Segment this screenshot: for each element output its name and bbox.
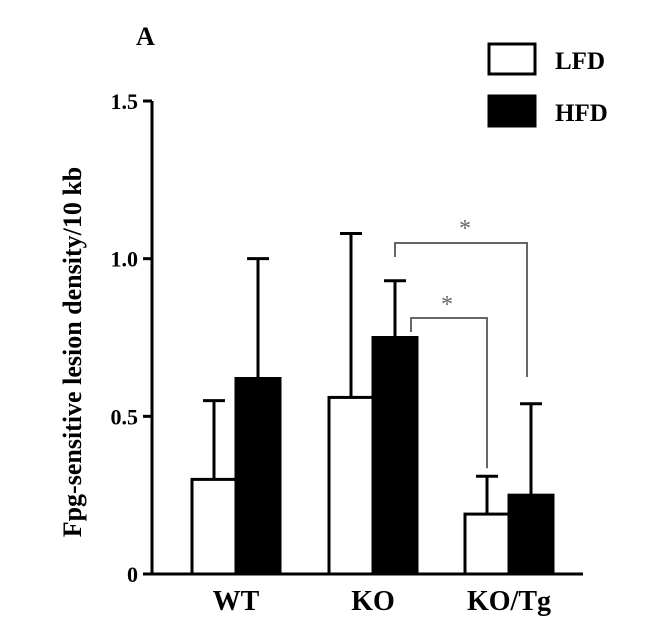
y-tick-label: 0 <box>127 562 138 587</box>
significance-star: * <box>441 292 453 318</box>
bar-wt-hfd <box>234 376 282 576</box>
y-tick-label: 0.5 <box>111 404 139 429</box>
significance-bracket-inner <box>410 317 488 469</box>
significance-brackets: ** <box>394 216 528 469</box>
legend-swatch-hfd <box>487 94 537 128</box>
x-tick-label: KO <box>351 586 395 617</box>
y-tick-label: 1.5 <box>111 89 139 114</box>
legend-label-hfd: HFD <box>555 100 608 127</box>
chart-axes: 0 0.5 1.0 1.5 Fpg-sensitive lesion density/1… <box>58 89 583 617</box>
chart-legend: LFD HFD <box>487 42 608 128</box>
bar-ko-tg-hfd <box>507 493 555 576</box>
x-tick-label: WT <box>213 586 260 617</box>
bar-ko-lfd <box>327 395 375 576</box>
significance-bracket-outer <box>394 242 528 377</box>
legend-swatch-lfd <box>487 42 537 76</box>
legend-label-lfd: LFD <box>555 48 605 75</box>
y-axis-label: Fpg-sensitive lesion density/10 kb <box>58 167 87 538</box>
bar-ko-hfd <box>371 336 419 576</box>
x-tick-label: KO/Tg <box>467 586 551 617</box>
panel-label: A <box>136 22 155 51</box>
significance-star: * <box>459 216 471 242</box>
bar-wt-lfd <box>190 477 238 576</box>
chart-bars <box>190 336 555 576</box>
chart-error-bars <box>203 231 542 515</box>
y-tick-label: 1.0 <box>111 247 139 272</box>
bar-ko-tg-lfd <box>463 512 511 576</box>
